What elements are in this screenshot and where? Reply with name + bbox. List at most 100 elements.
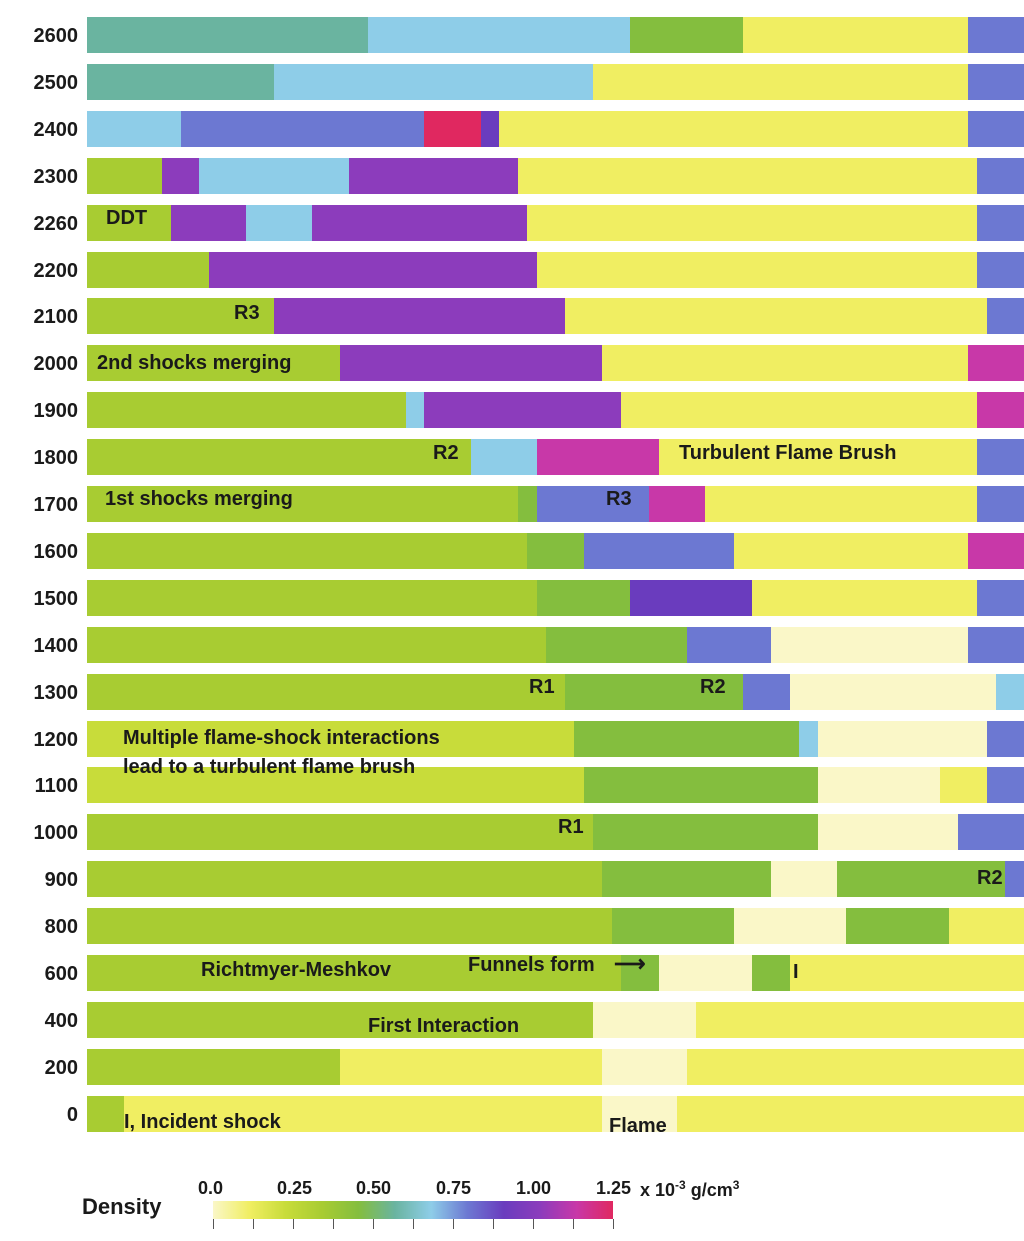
legend-unit: x 10-3 g/cm3 — [640, 1178, 740, 1200]
multiple-interactions-line1: Multiple flame-shock interactions — [123, 727, 440, 749]
colorbar-ticks — [213, 1219, 614, 1233]
legend-tick-label: 1.00 — [516, 1178, 552, 1198]
density-region — [536, 252, 978, 288]
density-region — [87, 627, 547, 663]
density-region — [733, 908, 846, 944]
density-region — [161, 158, 200, 194]
density-region — [87, 721, 575, 757]
incident-shock-label: I, Incident shock — [124, 1111, 281, 1133]
density-region — [977, 205, 1024, 241]
density-region — [87, 439, 472, 475]
density-region — [967, 64, 1024, 100]
density-region — [602, 345, 968, 381]
time-row: 2500 — [0, 64, 1024, 100]
colorbar-tick — [213, 1219, 214, 1229]
density-strip — [87, 1049, 1024, 1085]
density-region — [817, 767, 940, 803]
density-strip — [87, 721, 1024, 757]
density-strip — [87, 345, 1024, 381]
colorbar-tick — [453, 1219, 454, 1229]
density-region — [499, 111, 968, 147]
time-row: 0 — [0, 1096, 1024, 1132]
density-region — [696, 1002, 1024, 1038]
density-region — [527, 533, 584, 569]
density-region — [733, 533, 968, 569]
density-strip — [87, 111, 1024, 147]
time-row: 1500 — [0, 580, 1024, 616]
time-label: 2400 — [33, 119, 79, 141]
density-region — [87, 674, 565, 710]
time-row: 600 — [0, 955, 1024, 991]
funnels-form-label: Funnels form — [468, 954, 595, 976]
density-strip — [87, 533, 1024, 569]
density-region — [686, 627, 771, 663]
density-region — [368, 17, 631, 53]
density-region — [405, 392, 425, 428]
density-strip — [87, 814, 1024, 850]
density-region — [845, 908, 950, 944]
density-region — [949, 908, 1024, 944]
density-region — [977, 158, 1024, 194]
density-strip — [87, 252, 1024, 288]
legend-tick-label: 0.25 — [277, 1178, 313, 1198]
time-row: 2600 — [0, 17, 1024, 53]
density-legend: Density 0.0 0.25 0.50 0.75 1.00 1.25 x 1… — [0, 1160, 1024, 1241]
flame-label: Flame — [609, 1115, 667, 1137]
time-row: 900 — [0, 861, 1024, 897]
colorbar-tick — [333, 1219, 334, 1229]
time-label: 1700 — [33, 494, 79, 516]
density-region — [87, 252, 209, 288]
density-region — [87, 955, 622, 991]
turbulent-brush-label: Turbulent Flame Brush — [679, 442, 897, 464]
time-label: 2600 — [33, 25, 79, 47]
time-row: 1800 — [0, 439, 1024, 475]
density-region — [208, 252, 537, 288]
time-label: 2000 — [33, 353, 79, 375]
time-label: 600 — [44, 963, 78, 985]
r2-label-1800: R2 — [433, 442, 459, 464]
time-label: 2200 — [33, 260, 79, 282]
colorbar-tick — [573, 1219, 574, 1229]
density-region — [967, 17, 1024, 53]
time-row: 400 — [0, 1002, 1024, 1038]
density-region — [424, 392, 622, 428]
density-region — [87, 861, 603, 897]
time-label: 1500 — [33, 588, 79, 610]
incident-i-label-600: I — [793, 961, 799, 983]
time-row: 2100 — [0, 298, 1024, 334]
density-region — [180, 111, 425, 147]
time-row: 1100 — [0, 767, 1024, 803]
colorbar-tick — [493, 1219, 494, 1229]
density-strip — [87, 392, 1024, 428]
legend-tick-label: 0.50 — [356, 1178, 392, 1198]
colorbar-tick — [293, 1219, 294, 1229]
density-region — [771, 861, 837, 897]
density-region — [649, 486, 706, 522]
density-colorbar — [213, 1201, 613, 1219]
density-region — [986, 298, 1024, 334]
multiple-interactions-line2: lead to a turbulent flame brush — [123, 756, 416, 778]
density-region — [87, 1002, 593, 1038]
legend-tick-label: 0.0 — [198, 1178, 224, 1198]
density-region — [789, 955, 1024, 991]
r3-label-2100: R3 — [234, 302, 260, 324]
density-region — [592, 64, 968, 100]
time-label: 2100 — [33, 306, 79, 328]
ddt-label: DDT — [106, 207, 148, 229]
density-region — [771, 627, 968, 663]
r3-label-1700: R3 — [606, 488, 632, 510]
simulation-strips: 2600 2500 2400 2300 2260 2200 2100 2000 1900 1800… — [0, 17, 1024, 1132]
density-region — [564, 674, 743, 710]
colorbar-tick — [533, 1219, 534, 1229]
density-region — [752, 955, 790, 991]
density-region — [621, 955, 659, 991]
density-region — [977, 486, 1024, 522]
r2-label-900: R2 — [977, 867, 1003, 889]
density-region — [705, 486, 978, 522]
density-region — [1005, 861, 1024, 897]
density-region — [967, 627, 1024, 663]
density-strip — [87, 205, 1024, 241]
density-region — [171, 205, 247, 241]
density-region — [967, 533, 1024, 569]
density-region — [836, 861, 1006, 897]
